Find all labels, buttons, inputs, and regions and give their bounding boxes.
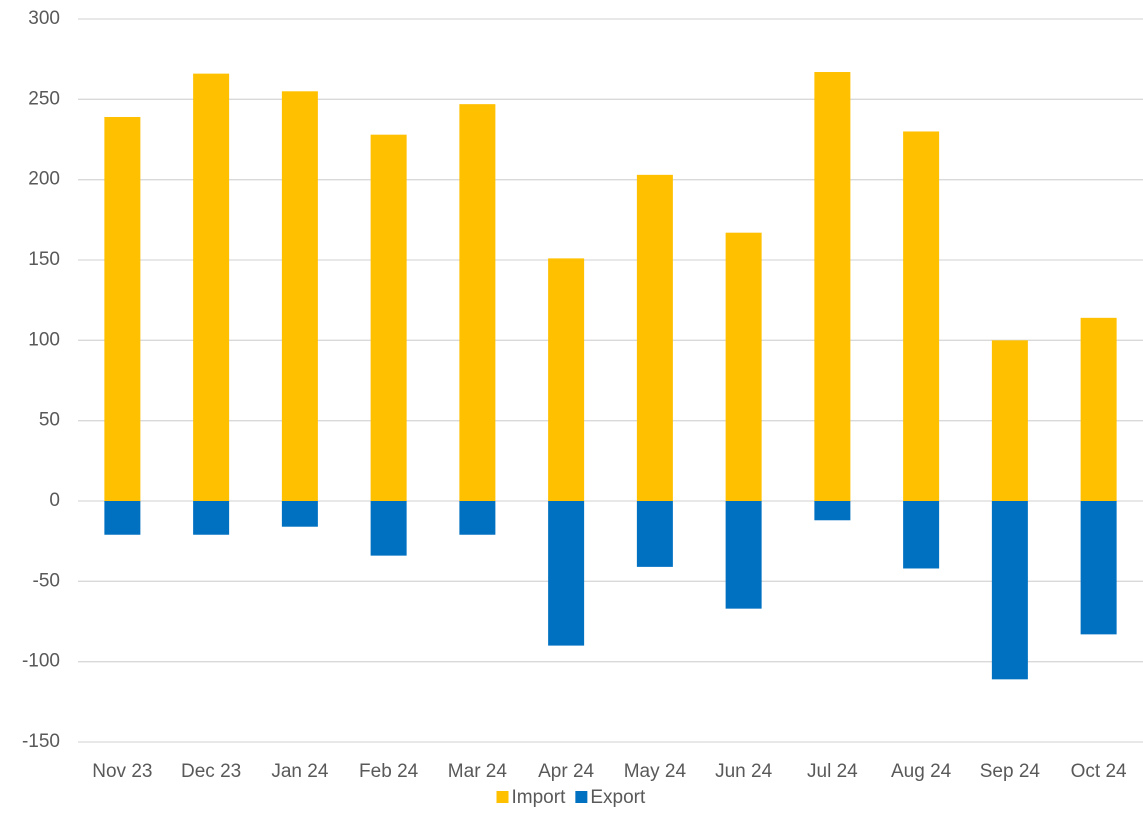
bar bbox=[459, 501, 496, 535]
bar bbox=[991, 340, 1028, 501]
x-tick-label: Jan 24 bbox=[271, 761, 328, 782]
bar bbox=[991, 501, 1028, 680]
bar bbox=[459, 104, 496, 502]
x-tick-label: Feb 24 bbox=[359, 761, 419, 782]
y-tick-label: 200 bbox=[28, 169, 60, 190]
x-tick-label: Nov 23 bbox=[92, 761, 152, 782]
x-tick-label: Dec 23 bbox=[181, 761, 241, 782]
legend-swatch bbox=[575, 791, 588, 803]
x-tick-label: Aug 24 bbox=[891, 761, 952, 782]
y-tick-label: 100 bbox=[28, 329, 60, 350]
bar bbox=[725, 501, 762, 609]
x-tick-label: Jun 24 bbox=[715, 761, 772, 782]
bar bbox=[104, 501, 141, 535]
x-tick-label: Mar 24 bbox=[448, 761, 508, 782]
legend-label: Import bbox=[512, 787, 567, 808]
y-tick-label: -50 bbox=[33, 570, 60, 591]
bar bbox=[193, 501, 230, 535]
x-tick-label: May 24 bbox=[624, 761, 687, 782]
y-tick-label: 0 bbox=[49, 490, 60, 511]
bar bbox=[814, 501, 851, 521]
y-tick-label: 250 bbox=[28, 88, 60, 109]
y-tick-label: 150 bbox=[28, 249, 60, 270]
bar bbox=[903, 501, 940, 569]
bar bbox=[281, 91, 318, 502]
legend-label: Export bbox=[590, 787, 646, 808]
bar bbox=[903, 131, 940, 501]
bar bbox=[548, 501, 585, 646]
bar bbox=[193, 73, 230, 502]
legend-swatch bbox=[496, 791, 509, 803]
bar bbox=[725, 232, 762, 502]
x-tick-label: Apr 24 bbox=[538, 761, 594, 782]
bar bbox=[281, 501, 318, 527]
y-tick-label: -100 bbox=[22, 651, 60, 672]
bar bbox=[370, 134, 407, 501]
x-tick-label: Sep 24 bbox=[980, 761, 1041, 782]
bar bbox=[104, 117, 141, 502]
bar bbox=[548, 258, 585, 501]
y-tick-label: 300 bbox=[28, 8, 60, 29]
bar bbox=[636, 174, 673, 501]
x-tick-label: Jul 24 bbox=[807, 761, 858, 782]
x-tick-label: Oct 24 bbox=[1071, 761, 1127, 782]
bar bbox=[814, 72, 851, 502]
bar bbox=[370, 501, 407, 556]
y-tick-label: -150 bbox=[22, 731, 60, 752]
y-tick-label: 50 bbox=[39, 410, 60, 431]
bar bbox=[636, 501, 673, 567]
bar bbox=[1080, 317, 1117, 501]
bar bbox=[1080, 501, 1117, 635]
